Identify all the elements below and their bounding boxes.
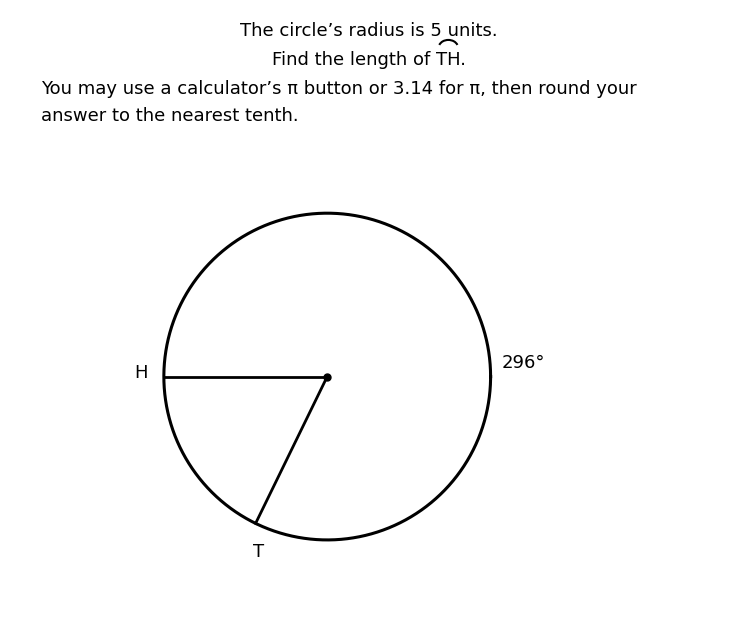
Text: The circle’s radius is 5 units.: The circle’s radius is 5 units. [240, 22, 498, 40]
Text: answer to the nearest tenth.: answer to the nearest tenth. [41, 107, 298, 125]
Text: T: T [253, 543, 264, 561]
Text: You may use a calculator’s π button or 3.14 for π, then round your: You may use a calculator’s π button or 3… [41, 80, 636, 98]
Text: H: H [134, 364, 148, 383]
Text: 296°: 296° [502, 354, 545, 373]
Text: Find the length of TH.: Find the length of TH. [272, 51, 466, 69]
